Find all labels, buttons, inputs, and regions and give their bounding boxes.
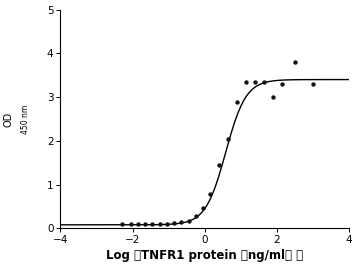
Point — [292, 60, 298, 64]
X-axis label: Log （TNFR1 protein （ng/ml） ）: Log （TNFR1 protein （ng/ml） ） — [106, 250, 303, 262]
Point — [157, 222, 163, 226]
Point — [200, 206, 206, 210]
Point — [226, 136, 231, 141]
Point — [119, 222, 125, 226]
Point — [164, 221, 170, 226]
Point — [280, 82, 285, 86]
Text: OD: OD — [4, 111, 14, 126]
Point — [128, 222, 134, 226]
Point — [207, 192, 213, 196]
Point — [271, 95, 276, 99]
Point — [193, 214, 199, 218]
Point — [186, 219, 192, 223]
Text: 450 nm: 450 nm — [21, 104, 30, 133]
Point — [234, 100, 240, 105]
Point — [252, 80, 258, 84]
Point — [261, 80, 267, 84]
Point — [171, 221, 177, 225]
Point — [179, 220, 184, 224]
Point — [135, 222, 141, 226]
Point — [310, 82, 316, 86]
Point — [150, 222, 155, 226]
Point — [216, 163, 222, 168]
Point — [142, 222, 148, 226]
Point — [243, 80, 249, 84]
